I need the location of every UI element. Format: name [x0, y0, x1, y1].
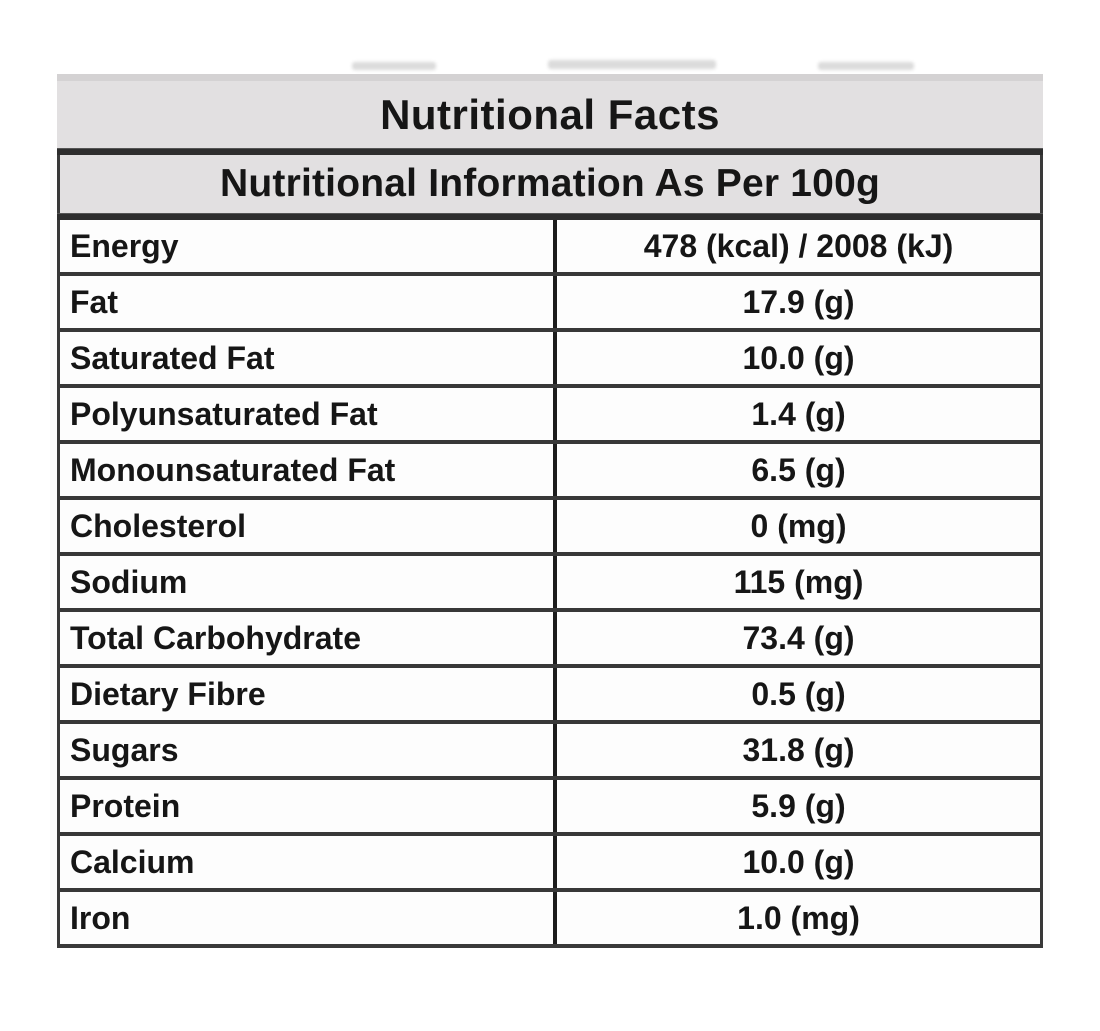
cropped-content-artifact — [352, 62, 436, 70]
nutrient-label: Monounsaturated Fat — [60, 444, 557, 496]
nutrient-value: 115 (mg) — [733, 563, 864, 600]
nutrient-value: 0.5 (g) — [751, 675, 846, 712]
table-row: Polyunsaturated Fat 1.4 (g) — [60, 388, 1040, 444]
nutrient-label: Sodium — [60, 556, 557, 608]
table-row: Sugars 31.8 (g) — [60, 724, 1040, 780]
nutrient-label: Calcium — [60, 836, 557, 888]
nutrient-value: 10.0 (g) — [742, 339, 855, 376]
cropped-content-artifact — [818, 62, 914, 70]
nutrient-value: 0 (mg) — [750, 507, 847, 544]
nutrient-label: Protein — [60, 780, 557, 832]
table-row: Total Carbohydrate 73.4 (g) — [60, 612, 1040, 668]
table-row: Cholesterol 0 (mg) — [60, 500, 1040, 556]
table-row: Protein 5.9 (g) — [60, 780, 1040, 836]
table-row: Saturated Fat 10.0 (g) — [60, 332, 1040, 388]
cropped-content-artifact — [548, 60, 716, 69]
nutrient-value: 478 (kcal) / 2008 (kJ) — [643, 227, 954, 264]
table-top-border — [57, 74, 1043, 81]
nutrient-value: 5.9 (g) — [751, 787, 846, 824]
nutrient-value: 6.5 (g) — [751, 451, 846, 488]
nutrient-label: Dietary Fibre — [60, 668, 557, 720]
nutrient-label: Polyunsaturated Fat — [60, 388, 557, 440]
nutrient-label: Saturated Fat — [60, 332, 557, 384]
nutrient-label: Cholesterol — [60, 500, 557, 552]
table-row: Monounsaturated Fat 6.5 (g) — [60, 444, 1040, 500]
nutrient-value: 31.8 (g) — [742, 731, 855, 768]
nutrient-label: Sugars — [60, 724, 557, 776]
nutrient-value: 1.0 (mg) — [737, 899, 860, 936]
nutrient-label: Total Carbohydrate — [60, 612, 557, 664]
table-row: Energy 478 (kcal) / 2008 (kJ) — [60, 220, 1040, 276]
nutrient-value: 73.4 (g) — [742, 619, 855, 656]
divider — [57, 148, 1043, 155]
nutrition-facts-table: Nutritional Facts Nutritional Informatio… — [57, 74, 1043, 948]
table-subtitle: Nutritional Information As Per 100g — [57, 155, 1043, 213]
nutrient-rows: Energy 478 (kcal) / 2008 (kJ) Fat 17.9 (… — [57, 220, 1043, 948]
table-row: Calcium 10.0 (g) — [60, 836, 1040, 892]
nutrient-label: Fat — [60, 276, 557, 328]
nutrient-value: 10.0 (g) — [742, 843, 855, 880]
nutrient-value: 17.9 (g) — [742, 283, 855, 320]
table-row: Fat 17.9 (g) — [60, 276, 1040, 332]
table-title: Nutritional Facts — [57, 81, 1043, 148]
nutrient-label: Energy — [60, 220, 557, 272]
table-row: Dietary Fibre 0.5 (g) — [60, 668, 1040, 724]
nutrient-label: Iron — [60, 892, 557, 944]
table-row: Iron 1.0 (mg) — [60, 892, 1040, 944]
divider — [57, 213, 1043, 220]
table-row: Sodium 115 (mg) — [60, 556, 1040, 612]
nutrient-value: 1.4 (g) — [751, 395, 846, 432]
